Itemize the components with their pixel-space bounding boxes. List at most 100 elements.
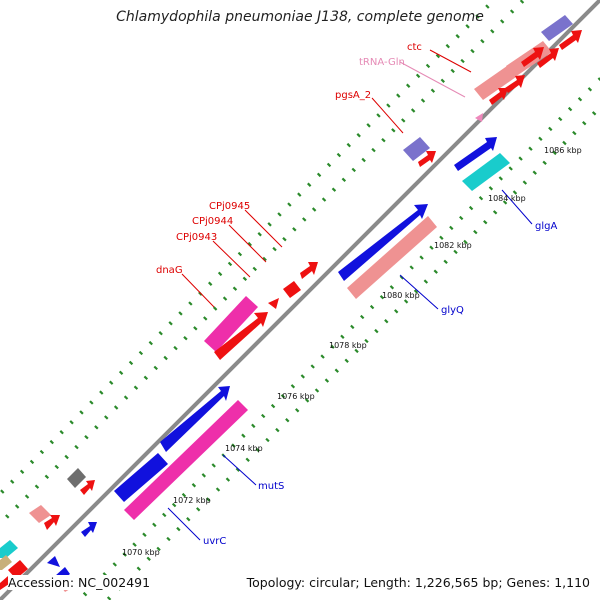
gene-label-muts[interactable]: mutS (258, 481, 284, 492)
feature-lavender-top[interactable] (541, 15, 573, 41)
gene-label-cpj0944[interactable]: CPj0944 (192, 216, 233, 227)
topology-text: Topology: circular; Length: 1,226,565 bp… (246, 575, 590, 590)
tick-mark (572, 130, 577, 136)
tick-mark (587, 87, 593, 92)
tick-mark (518, 156, 523, 161)
tick-mark (208, 281, 213, 286)
tick-mark (10, 479, 15, 484)
trna-gln-feature[interactable] (475, 113, 483, 122)
feature-blue-1086[interactable] (454, 137, 497, 171)
tick-mark (391, 128, 396, 133)
gene-label-pgsa-2[interactable]: pgsA_2 (335, 90, 371, 101)
gene-label-glga[interactable]: glgA (535, 221, 557, 232)
feature-red-pgsa[interactable] (418, 151, 436, 167)
tick-mark (591, 111, 597, 116)
tick-mark (473, 229, 478, 235)
feature-red-r3[interactable] (559, 30, 582, 50)
tick-mark (394, 309, 399, 314)
feature-cyan-corner[interactable] (0, 540, 18, 558)
tick-mark (193, 326, 198, 331)
feature-red-corner-1[interactable] (8, 560, 28, 579)
cpj0944-feature[interactable] (283, 281, 301, 298)
accession-text: Accession: NC_002491 (8, 575, 151, 590)
dnag-feature[interactable] (204, 296, 258, 352)
feature-red-r4[interactable] (505, 75, 525, 93)
tick-mark (245, 457, 250, 462)
feature-gray[interactable] (67, 468, 86, 488)
tick-mark (470, 48, 475, 54)
feature-red-r5[interactable] (489, 88, 508, 105)
tick-mark (354, 348, 359, 354)
tick-mark (232, 286, 238, 291)
scale-label: 1082 kbp (434, 241, 472, 250)
feature-red-gray[interactable] (80, 480, 95, 495)
glyq-feature[interactable] (347, 216, 437, 299)
tick-mark (183, 336, 188, 341)
scale-label: 1076 kbp (277, 392, 315, 401)
tick-mark (548, 126, 553, 132)
mutS-feature[interactable] (124, 400, 248, 520)
tick-mark (449, 225, 454, 231)
tick-mark (508, 166, 513, 171)
tick-mark (415, 73, 421, 79)
tick-mark (500, 19, 505, 24)
feature-red-r1[interactable] (521, 47, 544, 67)
tick-mark (297, 192, 302, 197)
tick-mark (225, 477, 231, 482)
feature-red-low[interactable] (44, 515, 60, 530)
tick-mark (227, 261, 233, 267)
tick-mark (168, 321, 173, 326)
cpj0945-feature[interactable] (300, 262, 318, 279)
tick-mark (34, 484, 40, 489)
feature-blue-1082[interactable] (338, 204, 428, 281)
tick-mark (425, 63, 431, 69)
tick-mark (158, 331, 163, 336)
tick-mark (413, 289, 419, 294)
feature-blue-uvrc[interactable] (81, 522, 97, 537)
glga-feature[interactable] (462, 153, 510, 191)
tick-mark (435, 53, 441, 59)
feature-blue-mutS[interactable] (114, 453, 168, 502)
feature-salmon-low[interactable] (29, 505, 51, 523)
tick-mark (455, 34, 460, 39)
label-leader-lines (167, 49, 533, 541)
tick-mark (351, 167, 356, 173)
tick-mark (198, 291, 203, 296)
tick-mark (109, 380, 114, 385)
tick-mark (106, 596, 112, 600)
feature-salmon-ctc-1[interactable] (474, 66, 516, 100)
tick-mark (478, 196, 484, 201)
gene-label-uvrc[interactable]: uvrC (203, 536, 226, 547)
gene-label-trna-gln[interactable]: tRNA-Gln (359, 57, 405, 68)
tick-mark (112, 562, 117, 567)
gene-label-dnag[interactable]: dnaG (156, 265, 183, 276)
tick-mark (532, 170, 537, 175)
tick-mark (290, 384, 296, 389)
tick-mark (59, 430, 64, 435)
feature-blue-corner-1[interactable] (47, 556, 60, 567)
tick-mark (44, 474, 50, 479)
tick-mark (24, 494, 30, 499)
feature-red-dnag[interactable] (214, 312, 268, 360)
gene-label-ctc[interactable]: ctc (407, 42, 422, 53)
tick-mark (138, 350, 144, 356)
gene-label-glyq[interactable]: glyQ (441, 305, 464, 316)
tick-mark (262, 256, 267, 262)
scale-label: 1072 kbp (173, 496, 211, 505)
tick-mark (324, 378, 330, 383)
tick-mark (433, 269, 438, 274)
tick-mark (282, 237, 287, 242)
tick-mark (153, 365, 158, 371)
feature-blue-1076[interactable] (160, 386, 230, 452)
gene-features (0, 15, 582, 592)
scale-label: 1084 kbp (488, 194, 526, 203)
feature-red-r2[interactable] (537, 48, 559, 68)
tick-mark (148, 340, 153, 346)
gene-label-cpj0943[interactable]: CPj0943 (176, 232, 217, 243)
feature-tan-corner[interactable] (0, 555, 12, 570)
tick-mark (409, 265, 414, 270)
pgsa-2-feature[interactable] (403, 137, 430, 161)
gene-label-cpj0945[interactable]: CPj0945 (209, 201, 250, 212)
cpj0943-feature[interactable] (268, 298, 279, 309)
